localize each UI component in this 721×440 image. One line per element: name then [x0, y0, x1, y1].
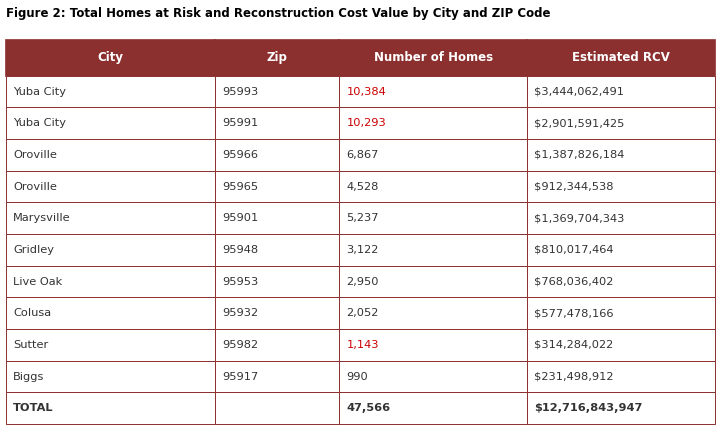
Bar	[6, 171, 215, 202]
Text: 95982: 95982	[222, 340, 258, 350]
Bar	[215, 266, 339, 297]
Bar	[339, 76, 527, 107]
Text: $1,387,826,184: $1,387,826,184	[534, 150, 625, 160]
Bar	[215, 392, 339, 424]
Text: Colusa: Colusa	[13, 308, 51, 318]
Bar	[527, 297, 715, 329]
Text: 6,867: 6,867	[346, 150, 379, 160]
Text: Oroville: Oroville	[13, 182, 57, 191]
Text: $2,901,591,425: $2,901,591,425	[534, 118, 625, 128]
Bar	[215, 40, 339, 76]
Text: Live Oak: Live Oak	[13, 277, 62, 286]
Text: Number of Homes: Number of Homes	[373, 51, 492, 64]
Text: $1,369,704,343: $1,369,704,343	[534, 213, 625, 223]
Text: 95901: 95901	[222, 213, 259, 223]
Text: $810,017,464: $810,017,464	[534, 245, 614, 255]
Text: 95991: 95991	[222, 118, 259, 128]
Bar	[339, 266, 527, 297]
Text: Biggs: Biggs	[13, 372, 45, 381]
Bar	[215, 361, 339, 392]
Bar	[6, 266, 215, 297]
Bar	[215, 329, 339, 361]
Bar	[215, 171, 339, 202]
Text: Sutter: Sutter	[13, 340, 48, 350]
Bar	[6, 297, 215, 329]
Text: 47,566: 47,566	[346, 403, 391, 413]
Text: $3,444,062,491: $3,444,062,491	[534, 87, 624, 96]
Text: 990: 990	[346, 372, 368, 381]
Text: 10,384: 10,384	[346, 87, 386, 96]
Bar	[6, 392, 215, 424]
Text: 3,122: 3,122	[346, 245, 379, 255]
Bar	[527, 107, 715, 139]
Bar	[339, 329, 527, 361]
Bar	[527, 266, 715, 297]
Text: 95917: 95917	[222, 372, 259, 381]
Text: $912,344,538: $912,344,538	[534, 182, 614, 191]
Text: Gridley: Gridley	[13, 245, 54, 255]
Text: 1,143: 1,143	[346, 340, 379, 350]
Text: 4,528: 4,528	[346, 182, 379, 191]
Bar	[6, 361, 215, 392]
Bar	[527, 40, 715, 76]
Text: $231,498,912: $231,498,912	[534, 372, 614, 381]
Bar	[339, 361, 527, 392]
Bar	[527, 329, 715, 361]
Bar	[339, 171, 527, 202]
Bar	[527, 361, 715, 392]
Text: $577,478,166: $577,478,166	[534, 308, 614, 318]
Text: $12,716,843,947: $12,716,843,947	[534, 403, 643, 413]
Bar	[6, 76, 215, 107]
Text: 95966: 95966	[222, 150, 258, 160]
Text: Marysville: Marysville	[13, 213, 71, 223]
Text: Yuba City: Yuba City	[13, 87, 66, 96]
Bar	[215, 76, 339, 107]
Bar	[215, 107, 339, 139]
Text: 95965: 95965	[222, 182, 258, 191]
Bar	[339, 392, 527, 424]
Text: Oroville: Oroville	[13, 150, 57, 160]
Text: Estimated RCV: Estimated RCV	[572, 51, 670, 64]
Text: 2,052: 2,052	[346, 308, 379, 318]
Text: Zip: Zip	[267, 51, 288, 64]
Bar	[527, 202, 715, 234]
Bar	[215, 139, 339, 171]
Bar	[339, 297, 527, 329]
Text: $314,284,022: $314,284,022	[534, 340, 614, 350]
Text: 10,293: 10,293	[346, 118, 386, 128]
Bar	[527, 76, 715, 107]
Text: Yuba City: Yuba City	[13, 118, 66, 128]
Text: 95948: 95948	[222, 245, 258, 255]
Text: $768,036,402: $768,036,402	[534, 277, 614, 286]
Bar	[6, 139, 215, 171]
Text: 95932: 95932	[222, 308, 258, 318]
Bar	[339, 40, 527, 76]
Text: Figure 2: Total Homes at Risk and Reconstruction Cost Value by City and ZIP Code: Figure 2: Total Homes at Risk and Recons…	[6, 7, 550, 20]
Bar	[6, 202, 215, 234]
Text: 2,950: 2,950	[346, 277, 379, 286]
Bar	[339, 107, 527, 139]
Bar	[215, 202, 339, 234]
Text: 95993: 95993	[222, 87, 259, 96]
Bar	[527, 139, 715, 171]
Bar	[339, 202, 527, 234]
Bar	[6, 329, 215, 361]
Bar	[527, 392, 715, 424]
Bar	[6, 234, 215, 266]
Bar	[339, 234, 527, 266]
Text: TOTAL: TOTAL	[13, 403, 53, 413]
Bar	[527, 171, 715, 202]
Text: City: City	[97, 51, 123, 64]
Bar	[527, 234, 715, 266]
Bar	[6, 40, 215, 76]
Bar	[6, 107, 215, 139]
Bar	[215, 234, 339, 266]
Text: 95953: 95953	[222, 277, 259, 286]
Bar	[339, 139, 527, 171]
Text: 5,237: 5,237	[346, 213, 379, 223]
Bar	[215, 297, 339, 329]
